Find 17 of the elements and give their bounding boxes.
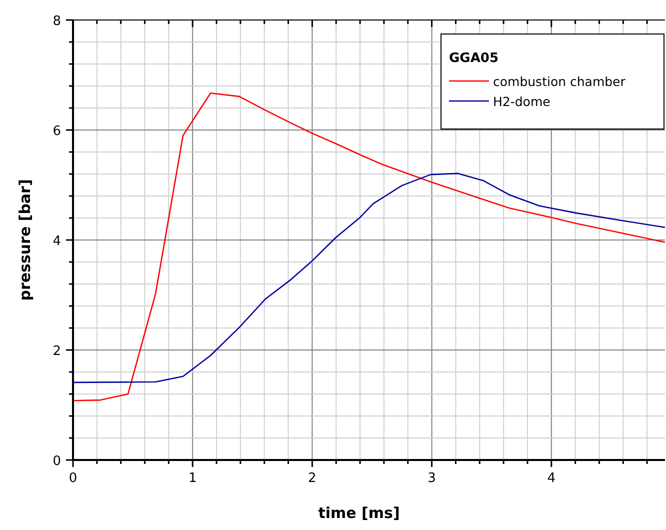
legend-title: GGA05: [449, 51, 498, 66]
x-tick-label: 3: [428, 471, 436, 486]
y-tick-label: 4: [52, 234, 61, 249]
y-tick-label: 8: [52, 14, 61, 29]
x-tick-label: 0: [68, 471, 78, 486]
line-series: [72, 172, 666, 384]
x-tick-label: 4: [547, 471, 556, 486]
y-tick-label: 2: [52, 344, 61, 359]
y-tick-label: 6: [52, 124, 61, 139]
x-tick-label: 2: [308, 471, 316, 486]
y-axis-title: pressure [bar]: [16, 179, 34, 301]
legend-label: H2-dome: [493, 94, 551, 109]
x-tick-label: 1: [188, 471, 197, 486]
line-series: [72, 92, 666, 402]
legend-label: combustion chamber: [493, 74, 626, 89]
x-axis-title: time [ms]: [318, 504, 400, 522]
y-tick-label: 0: [52, 454, 61, 469]
